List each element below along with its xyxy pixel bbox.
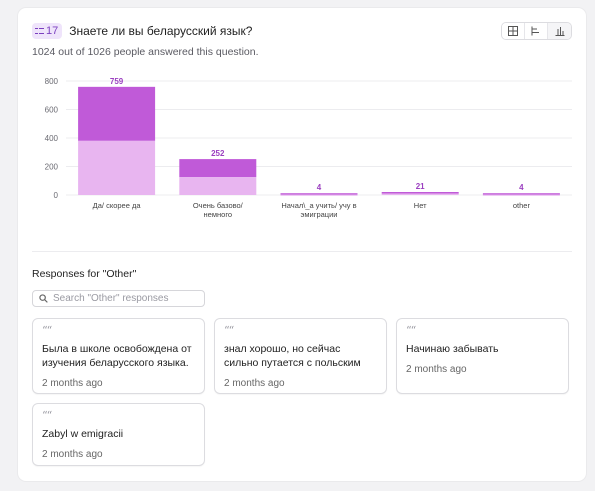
response-date: 2 months ago <box>42 449 103 460</box>
bar-segment-dark <box>482 193 560 195</box>
bar-chart-view-button[interactable] <box>548 23 571 39</box>
view-switch <box>501 22 572 40</box>
other-responses-title: Responses for "Other" <box>32 268 137 280</box>
section-divider <box>32 251 572 252</box>
question-title: Знаете ли вы беларусский язык? <box>69 24 253 38</box>
quote-icon: ““ <box>406 324 416 337</box>
grid-icon <box>508 26 518 36</box>
bar-value-label: 21 <box>416 182 425 191</box>
question-number-badge: 17 <box>32 23 63 39</box>
x-tick-label: Очень базово/ <box>193 201 244 210</box>
bar-segment-light <box>280 194 358 196</box>
x-tick-label: эмиграции <box>301 210 338 219</box>
response-text: Была в школе освобождена от изучения бел… <box>42 343 192 369</box>
bar-value-label: 252 <box>211 149 225 158</box>
bar-segment-dark <box>78 86 156 141</box>
y-tick-label: 200 <box>45 163 59 172</box>
answered-count: 1024 out of 1026 people answered this qu… <box>32 46 259 58</box>
response-card: ““ Была в школе освобождена от изучения … <box>32 318 205 394</box>
x-tick-label: Нет <box>414 201 427 210</box>
bar-segment-light <box>482 194 560 196</box>
x-tick-label: Да/ скорее да <box>93 201 142 210</box>
quote-icon: ““ <box>224 324 234 337</box>
bar-segment-light <box>78 140 156 195</box>
bar-segment-light <box>179 177 257 195</box>
list-icon <box>35 27 44 36</box>
x-tick-label: other <box>513 201 531 210</box>
question-header: 17 Знаете ли вы беларусский язык? <box>32 22 252 40</box>
y-tick-label: 600 <box>45 106 59 115</box>
bar-value-label: 4 <box>519 183 524 192</box>
y-tick-label: 800 <box>45 77 59 86</box>
bar-segment-dark <box>280 193 358 195</box>
bar-segment-dark <box>179 159 257 178</box>
other-search-input[interactable] <box>53 293 193 304</box>
response-date: 2 months ago <box>42 378 103 389</box>
list-bars-icon <box>531 26 539 36</box>
horizontal-bar-view-button[interactable] <box>525 23 548 39</box>
x-tick-label: Начал\_а учить/ учу в <box>281 201 356 210</box>
bar-segment-dark <box>381 192 459 194</box>
bar-chart: 0 200 400 600 800 759 Да/ скорее да 252 Очень ба… <box>45 77 572 219</box>
quote-icon: ““ <box>42 324 52 337</box>
bar-segment-light <box>381 193 459 195</box>
grid-view-button[interactable] <box>502 23 525 39</box>
y-tick-label: 0 <box>54 191 59 200</box>
response-date: 2 months ago <box>224 378 285 389</box>
bar-value-label: 759 <box>110 77 124 86</box>
response-text: Начинаю забывать <box>406 343 499 355</box>
response-card: ““ знал хорошо, но сейчас сильно путаетс… <box>214 318 387 394</box>
x-tick-label: немного <box>204 210 233 219</box>
y-tick-label: 400 <box>45 134 59 143</box>
response-text: Zabyl w emigracii <box>42 428 124 440</box>
other-search-box <box>32 290 205 307</box>
response-date: 2 months ago <box>406 364 467 375</box>
bar-value-label: 4 <box>317 183 322 192</box>
bar-chart-icon <box>555 27 564 36</box>
response-card: ““ Zabyl w emigracii 2 months ago <box>32 403 205 466</box>
response-text: знал хорошо, но сейчас сильно путается с… <box>224 343 361 369</box>
question-card: 17 Знаете ли вы беларусский язык? <box>18 8 586 481</box>
quote-icon: ““ <box>42 409 52 422</box>
question-number: 17 <box>46 25 59 37</box>
response-card: ““ Начинаю забывать 2 months ago <box>396 318 569 394</box>
search-icon <box>39 294 48 303</box>
